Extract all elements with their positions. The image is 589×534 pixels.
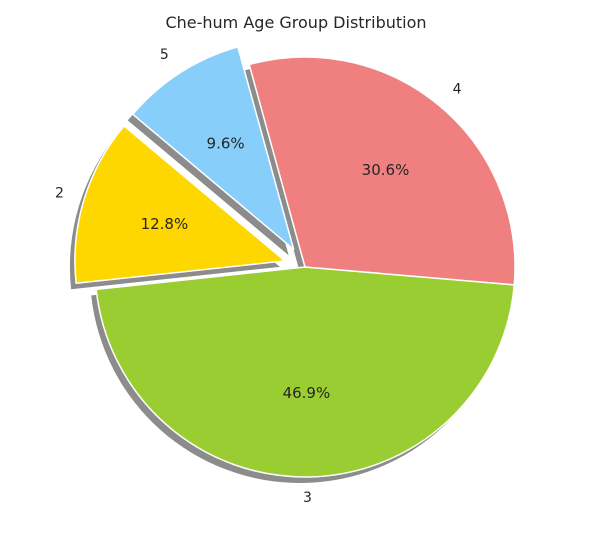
percent-label-5: 9.6% [207,134,245,152]
percent-label-2: 12.8% [141,215,189,233]
percent-label-4: 30.6% [362,161,410,179]
slice-labels: 2 12.8% 3 46.9% 4 30.6% 5 9.6% [55,47,462,506]
chart-title: Che-hum Age Group Distribution [165,13,426,32]
slice-5 [132,46,295,251]
category-label-2: 2 [55,186,64,202]
slice-2 [74,125,286,285]
slice-3 [95,266,515,478]
slice-4 [248,56,516,286]
category-label-3: 3 [303,490,312,506]
category-label-5: 5 [160,47,169,63]
slices [74,46,516,478]
category-label-4: 4 [453,81,462,97]
percent-label-3: 46.9% [283,384,331,402]
